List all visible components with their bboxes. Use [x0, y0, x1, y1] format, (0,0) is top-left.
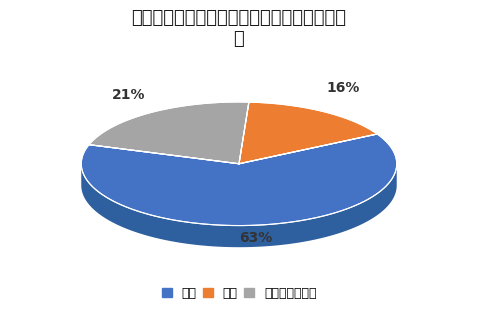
Text: インプレッサスポーツの乗り心地の満足度調
査: インプレッサスポーツの乗り心地の満足度調 査	[131, 9, 347, 48]
Polygon shape	[89, 102, 249, 164]
Text: 21%: 21%	[111, 88, 145, 102]
Polygon shape	[81, 164, 397, 247]
Text: 63%: 63%	[239, 231, 272, 245]
Text: 16%: 16%	[327, 81, 360, 95]
Polygon shape	[81, 134, 397, 226]
Polygon shape	[239, 102, 377, 164]
Legend: 満足, 不満, どちらでもない: 満足, 不満, どちらでもない	[162, 287, 316, 300]
